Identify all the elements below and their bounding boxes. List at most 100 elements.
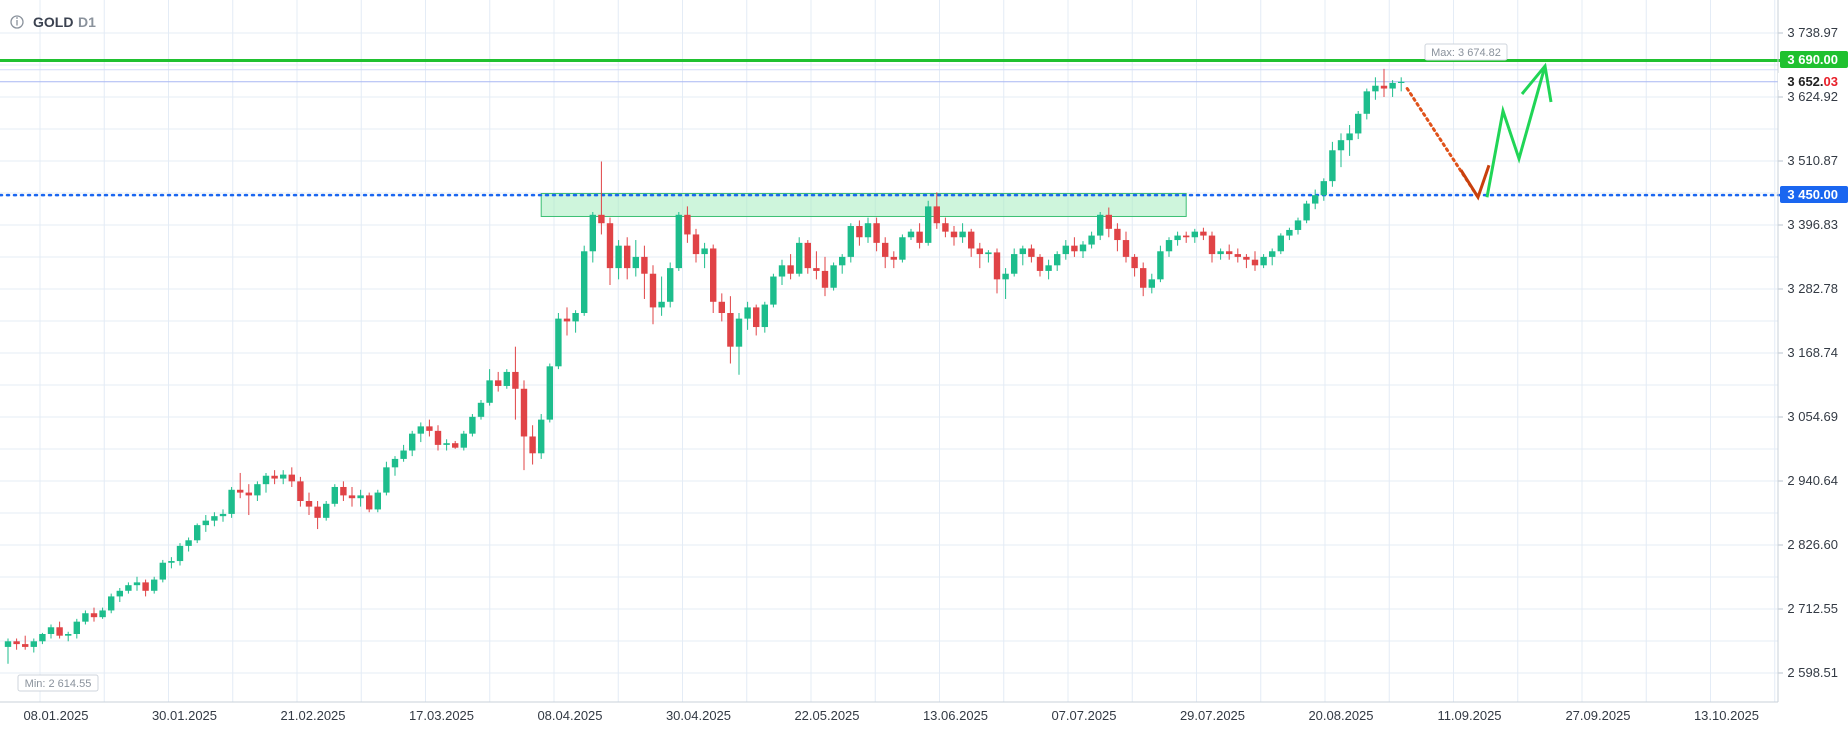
candle-body bbox=[641, 256, 648, 274]
candle-body bbox=[572, 313, 579, 322]
candle-body bbox=[383, 467, 390, 493]
y-tick-label: 2 712.55 bbox=[1787, 601, 1838, 616]
candle-body bbox=[1062, 245, 1069, 255]
candle-body bbox=[151, 579, 158, 591]
candle-body bbox=[873, 223, 880, 243]
candle-body bbox=[297, 481, 304, 502]
y-tick-label: 3 054.69 bbox=[1787, 409, 1838, 424]
y-tick-label: 3 624.92 bbox=[1787, 89, 1838, 104]
zone-rect bbox=[540, 192, 1187, 217]
candle-body bbox=[202, 520, 209, 526]
candle-body bbox=[546, 366, 553, 420]
candle-body bbox=[1183, 235, 1190, 238]
candle-body bbox=[985, 252, 992, 255]
x-tick-label: 22.05.2025 bbox=[794, 708, 859, 723]
candle-body bbox=[116, 590, 123, 597]
candle-body bbox=[753, 307, 760, 328]
x-tick-label: 07.07.2025 bbox=[1051, 708, 1116, 723]
candle-body bbox=[821, 270, 829, 288]
max-badge-box bbox=[1424, 43, 1508, 61]
candle-body bbox=[1105, 214, 1112, 229]
candle-body bbox=[1346, 133, 1353, 141]
candle-body bbox=[469, 416, 476, 434]
candle-body bbox=[1097, 214, 1104, 236]
candle-body bbox=[675, 214, 682, 269]
candle-body bbox=[856, 226, 863, 238]
candle-body bbox=[125, 585, 132, 591]
candle-body bbox=[211, 516, 218, 521]
candle-body bbox=[684, 214, 691, 235]
candle-body bbox=[598, 214, 605, 224]
candle-body bbox=[1294, 220, 1302, 230]
candle-body bbox=[658, 301, 665, 308]
candle-body bbox=[1380, 85, 1388, 89]
candle-body bbox=[409, 433, 416, 451]
candle-body bbox=[305, 501, 313, 507]
candle-body bbox=[340, 486, 347, 496]
candle-body bbox=[314, 506, 321, 518]
candle-body bbox=[417, 426, 424, 434]
candle-body bbox=[744, 307, 751, 319]
candle-body bbox=[1269, 251, 1276, 257]
candle-body bbox=[701, 248, 708, 255]
candle-body bbox=[426, 426, 433, 431]
candle-body bbox=[538, 419, 545, 454]
candle-body bbox=[1140, 268, 1147, 288]
candle-body bbox=[228, 489, 235, 514]
info-icon[interactable] bbox=[10, 15, 24, 29]
candle-body bbox=[813, 268, 820, 271]
candle-body bbox=[108, 596, 115, 611]
timeframe-label: D1 bbox=[78, 14, 96, 30]
candle-body bbox=[615, 245, 622, 269]
candle-body bbox=[391, 458, 399, 468]
candle-body bbox=[495, 380, 502, 386]
candle-body bbox=[804, 242, 811, 269]
candle-body bbox=[271, 475, 278, 479]
candle-body bbox=[1234, 254, 1241, 257]
candle-body bbox=[1277, 235, 1284, 252]
candle-body bbox=[1337, 140, 1345, 151]
candle-body bbox=[933, 206, 940, 224]
support-tag-box bbox=[1780, 186, 1848, 203]
candle-body bbox=[1011, 254, 1018, 274]
x-tick-label: 11.09.2025 bbox=[1437, 708, 1501, 723]
candle-body bbox=[168, 561, 175, 563]
candle-body bbox=[237, 489, 244, 493]
candle-body bbox=[1157, 251, 1164, 280]
candle-body bbox=[331, 486, 338, 504]
candle-body bbox=[452, 443, 459, 448]
candle-body bbox=[1088, 235, 1095, 245]
min-badge-text: Min: 2 614.55 bbox=[25, 678, 92, 690]
candle-body bbox=[950, 231, 958, 238]
candle-body bbox=[1131, 256, 1138, 269]
info-icon-dot bbox=[16, 17, 18, 19]
y-tick-label: 3 168.74 bbox=[1787, 345, 1838, 360]
y-tick-label: 3 396.83 bbox=[1787, 217, 1838, 232]
candle-body bbox=[727, 313, 734, 347]
max-badge-text: Max: 3 674.82 bbox=[1431, 47, 1501, 59]
candle-body bbox=[925, 206, 932, 243]
candle-body bbox=[710, 248, 717, 302]
candle-body bbox=[529, 436, 536, 454]
candle-body bbox=[624, 245, 631, 269]
candle-body bbox=[133, 582, 141, 586]
candle-body bbox=[434, 430, 442, 445]
candle-body bbox=[976, 248, 983, 255]
x-tick-label: 21.02.2025 bbox=[280, 708, 345, 723]
candle-body bbox=[254, 484, 261, 496]
resistance-zone bbox=[540, 192, 1187, 217]
candle-body bbox=[1226, 251, 1233, 255]
candle-body bbox=[245, 492, 252, 496]
candle-body bbox=[1243, 256, 1250, 260]
candle-body bbox=[1054, 254, 1061, 266]
candle-body bbox=[692, 234, 700, 255]
candle-body bbox=[1191, 231, 1198, 238]
candle-body bbox=[1286, 229, 1293, 236]
candle-body bbox=[512, 371, 519, 389]
candle-body bbox=[1208, 235, 1216, 255]
candle-body bbox=[1028, 248, 1035, 257]
candle-body bbox=[185, 540, 192, 546]
candle-body bbox=[959, 231, 966, 238]
candle-body bbox=[1079, 244, 1087, 252]
